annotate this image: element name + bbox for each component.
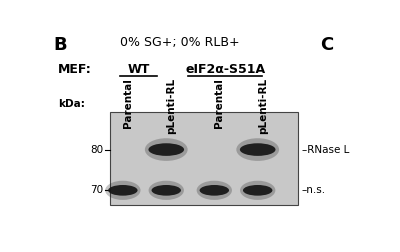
Text: kDa:: kDa: (58, 99, 85, 109)
Text: Parental: Parental (214, 78, 224, 128)
Ellipse shape (240, 181, 275, 200)
Ellipse shape (148, 181, 184, 200)
Bar (110, 112, 298, 205)
Ellipse shape (240, 143, 276, 156)
Ellipse shape (236, 138, 279, 161)
Ellipse shape (200, 185, 229, 196)
Text: –RNase L: –RNase L (302, 145, 349, 154)
Ellipse shape (197, 181, 232, 200)
Text: 70: 70 (90, 185, 103, 195)
Ellipse shape (108, 185, 138, 196)
Text: eIF2α-S51A: eIF2α-S51A (185, 62, 265, 76)
Text: MEF:: MEF: (58, 62, 92, 76)
Text: 80: 80 (90, 145, 103, 154)
Text: B: B (53, 36, 67, 54)
Ellipse shape (243, 185, 272, 196)
Text: 0% SG+; 0% RLB+: 0% SG+; 0% RLB+ (120, 36, 240, 49)
Ellipse shape (148, 143, 184, 156)
Text: WT: WT (127, 62, 150, 76)
Text: –n.s.: –n.s. (302, 185, 326, 195)
Text: C: C (320, 36, 333, 54)
Text: pLenti-RL: pLenti-RL (166, 78, 176, 134)
Ellipse shape (105, 181, 140, 200)
Ellipse shape (145, 138, 188, 161)
Ellipse shape (152, 185, 181, 196)
Text: pLenti-RL: pLenti-RL (258, 78, 268, 134)
Text: Parental: Parental (123, 78, 133, 128)
